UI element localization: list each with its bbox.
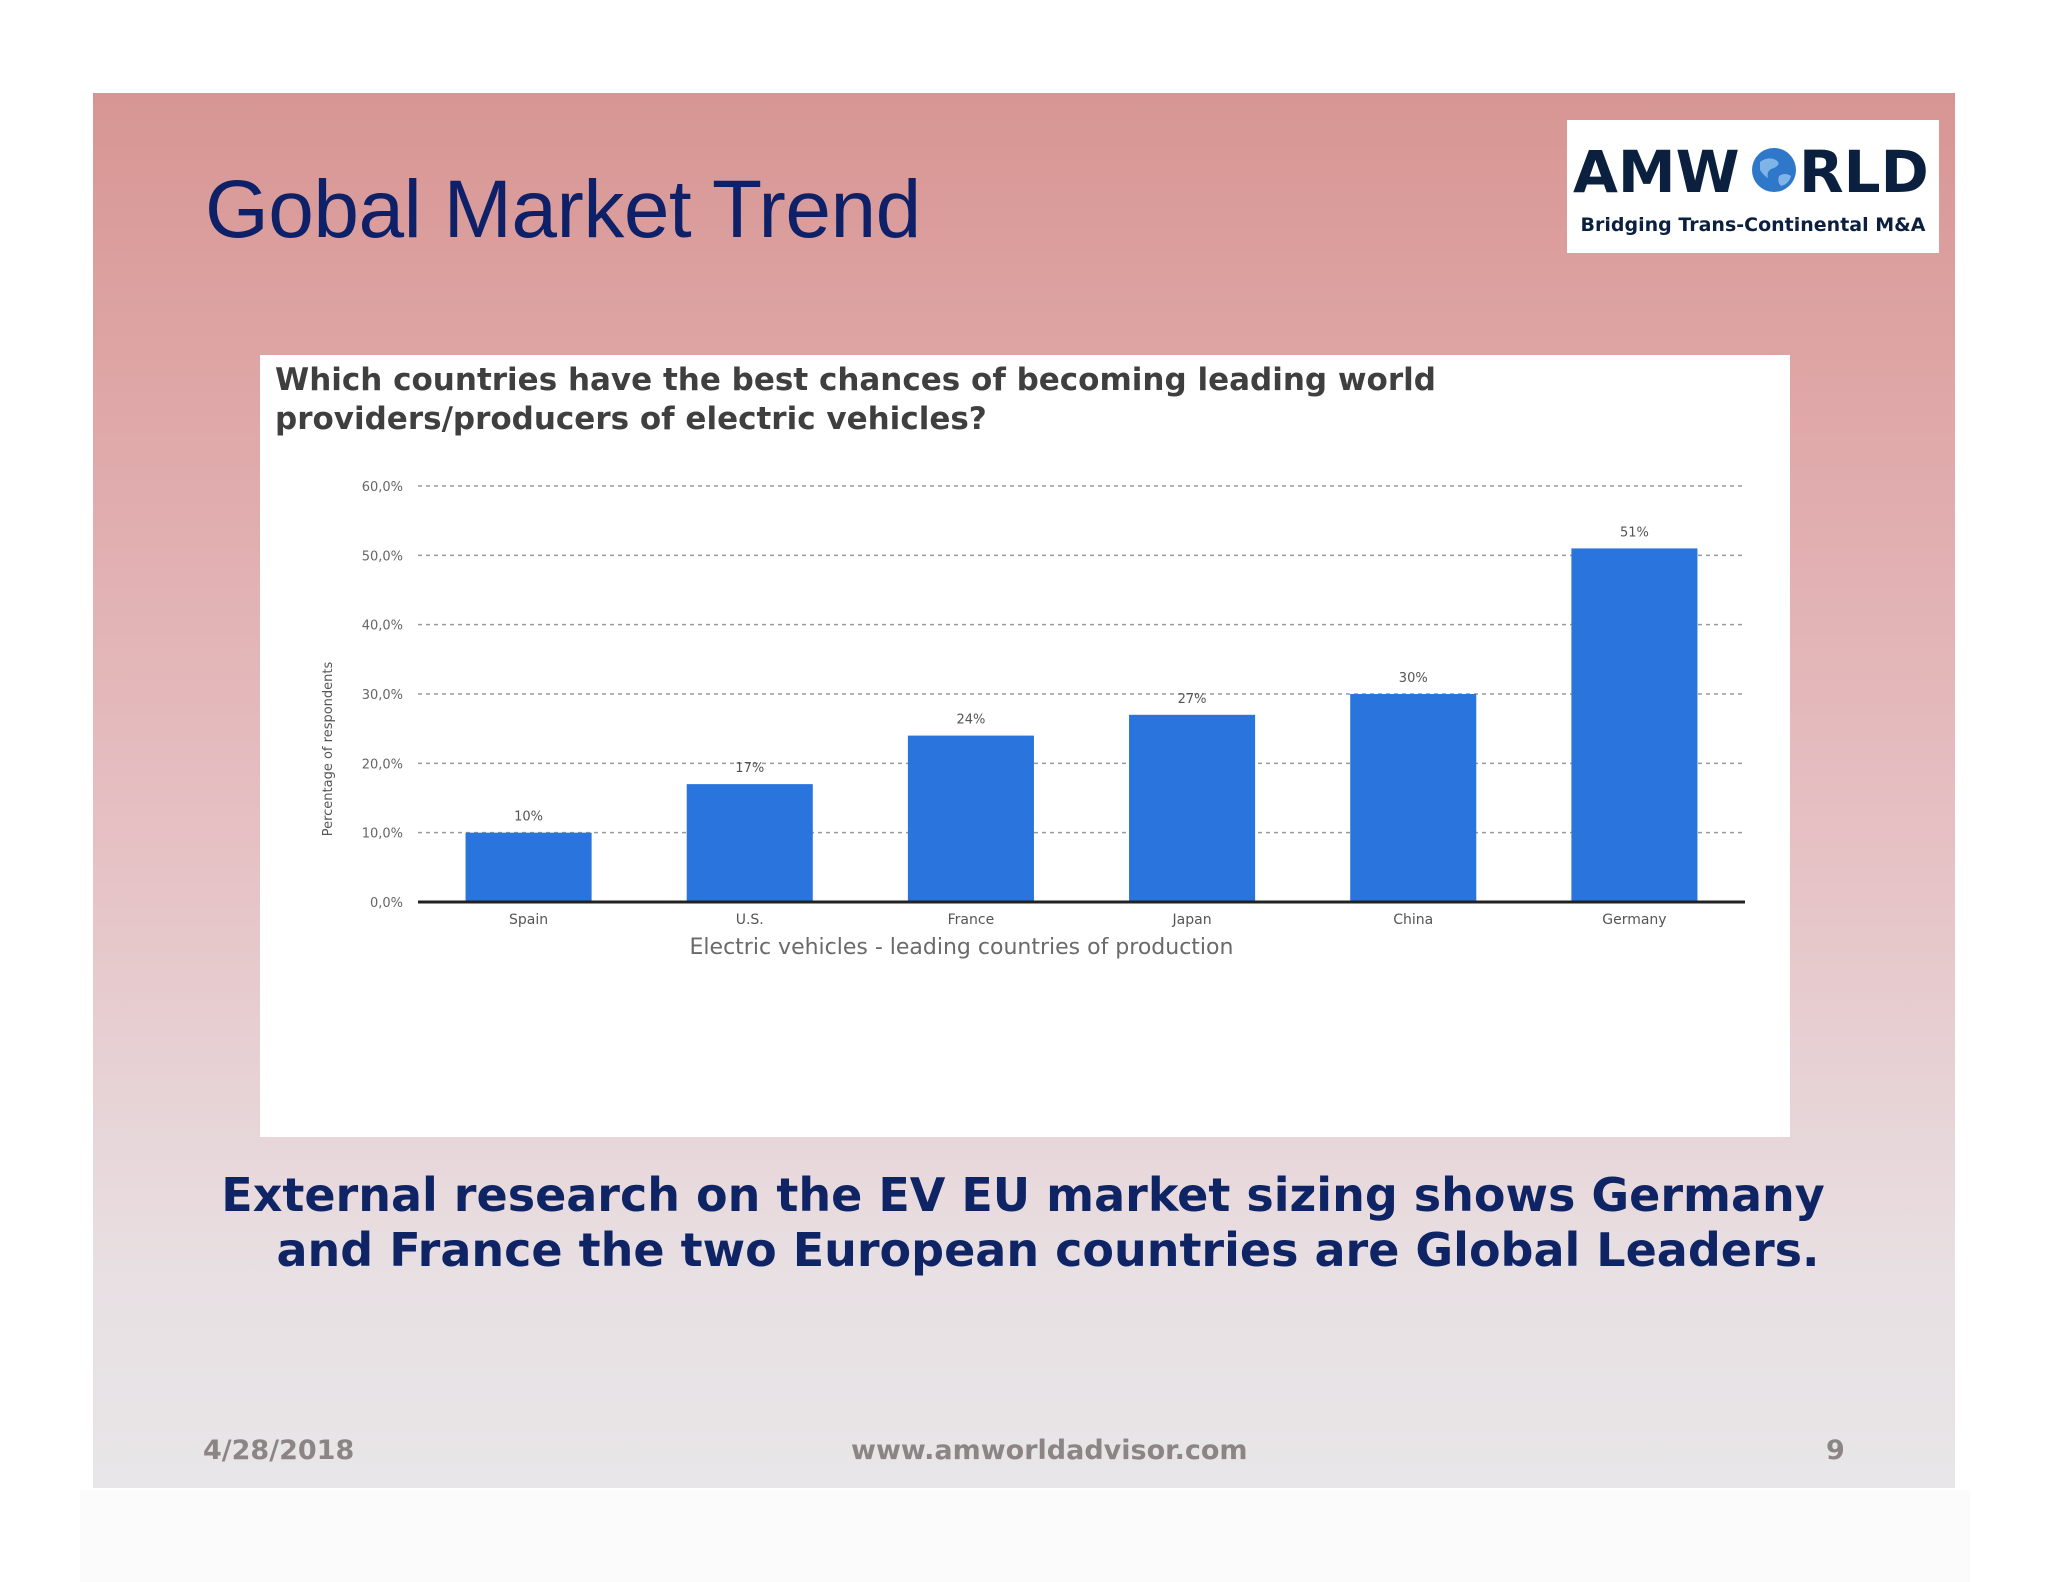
caption-line-2: and France the two European countries ar…	[276, 1223, 1820, 1277]
x-tick-label: U.S.	[736, 912, 764, 928]
y-tick-label: 20,0%	[362, 757, 403, 772]
chart-gridlines	[418, 485, 1745, 834]
bar	[1129, 714, 1256, 902]
x-axis-title: Electric vehicles - leading countries of…	[690, 935, 1234, 960]
y-tick-label: 0,0%	[370, 896, 403, 911]
footer-page-number: 9	[1826, 1435, 1845, 1466]
bar	[907, 735, 1034, 902]
chart-bars	[465, 548, 1698, 902]
y-tick-label: 40,0%	[362, 619, 403, 634]
globe-icon	[1752, 148, 1796, 192]
x-tick-label: Germany	[1602, 912, 1666, 928]
x-tick-label: Spain	[509, 912, 548, 928]
x-tick-label: China	[1393, 912, 1433, 928]
caption-line-1: External research on the EV EU market si…	[221, 1168, 1825, 1222]
amworld-logo: AMW RLD Bridging Trans-Continental M&A	[1567, 120, 1939, 253]
data-label: 17%	[735, 761, 764, 776]
logo-wordmark-left: AMW	[1573, 138, 1740, 206]
slide: Gobal Market Trend AMW RLD Bridging Tran…	[93, 93, 1955, 1488]
chart-data-labels: 10% 17% 24% 27% 30% 51%	[514, 525, 1649, 824]
footer-date: 4/28/2018	[203, 1435, 355, 1466]
chart-title: Which countries have the best chances of…	[275, 362, 1436, 437]
slide-caption: External research on the EV EU market si…	[193, 1168, 1853, 1278]
y-tick-label: 50,0%	[362, 549, 403, 564]
slide-title: Gobal Market Trend	[205, 164, 921, 255]
y-tick-label: 10,0%	[362, 827, 403, 842]
logo-wordmark-right: RLD	[1799, 138, 1929, 206]
x-tick-label: France	[948, 912, 995, 928]
y-axis-ticks: 0,0% 10,0% 20,0% 30,0% 40,0% 50,0% 60,0%	[362, 480, 403, 911]
data-label: 10%	[514, 810, 543, 825]
y-tick-label: 60,0%	[362, 480, 403, 495]
bar	[1350, 694, 1477, 902]
y-axis-title: Percentage of respondents	[321, 661, 336, 836]
bar	[465, 832, 592, 902]
x-tick-label: Japan	[1172, 912, 1212, 928]
footer-url[interactable]: www.amworldadvisor.com	[851, 1435, 1248, 1466]
data-label: 51%	[1620, 525, 1649, 540]
x-axis-ticks: Spain U.S. France Japan China Germany	[509, 912, 1667, 928]
data-label: 24%	[956, 713, 985, 728]
data-label: 30%	[1399, 671, 1428, 686]
logo-tagline: Bridging Trans-Continental M&A	[1580, 214, 1926, 236]
data-label: 27%	[1178, 692, 1207, 707]
page-background-band	[80, 1490, 1970, 1582]
bar	[686, 784, 813, 902]
logo-wordmark: AMW RLD	[1573, 138, 1929, 206]
chart-panel: Which countries have the best chances of…	[260, 355, 1790, 1137]
bar-chart: 0,0% 10,0% 20,0% 30,0% 40,0% 50,0% 60,0% 10% 17…	[321, 480, 1745, 960]
bar	[1571, 548, 1698, 902]
y-tick-label: 30,0%	[362, 688, 403, 703]
